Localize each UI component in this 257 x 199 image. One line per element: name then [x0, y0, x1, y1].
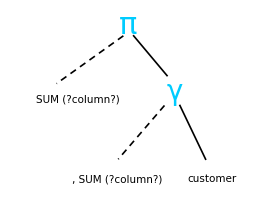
- Text: π: π: [119, 11, 138, 40]
- Text: SUM (?column?): SUM (?column?): [36, 95, 120, 104]
- Text: , SUM (?column?): , SUM (?column?): [72, 174, 162, 184]
- Text: γ: γ: [167, 78, 183, 105]
- Text: customer: customer: [188, 174, 237, 184]
